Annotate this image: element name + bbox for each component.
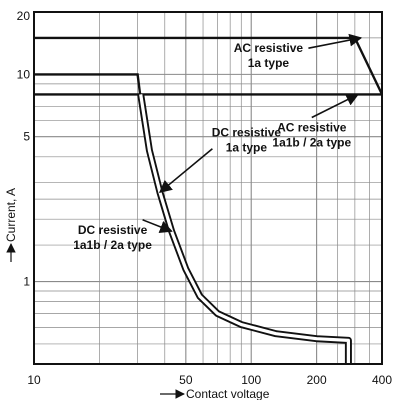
annotations: AC resistive 1a type AC resistive 1a1b / 2a…: [73, 33, 363, 252]
annotation-label-ac-1a1b: AC resistive 1a1b / 2a type: [272, 120, 351, 149]
annotation-label-dc-1a1b: DC resistive 1a1b / 2a type: [73, 223, 152, 252]
y-tick-label: 10: [17, 67, 31, 81]
y-tick-label: 20: [17, 9, 31, 23]
annotation-label-dc-1a: DC resistive 1a type: [212, 126, 282, 155]
annotation-label-ac-1a: AC resistive 1a type: [234, 41, 304, 70]
y-tick-label: 1: [23, 275, 30, 289]
axes: 10 50 100 200 400 1 5 10 20 Contact voltage Curren…: [4, 9, 392, 400]
y-axis-label: Current, A: [4, 188, 18, 242]
series-line-ac-1a: [34, 36, 384, 95]
annotation-arrow-dc-1a1b: [142, 219, 173, 233]
y-tick-label: 5: [23, 130, 30, 144]
x-tick-label: 10: [27, 373, 41, 387]
x-tick-label: 200: [307, 373, 327, 387]
plot-frame: [33, 11, 383, 365]
x-tick-label: 400: [372, 373, 392, 387]
series-line-dc-1a1b-inner: [139, 94, 350, 364]
annotation-arrow-dc-1a: [158, 148, 213, 193]
annotation-arrow-ac-1a1b: [311, 93, 360, 119]
grid: [34, 12, 382, 364]
annotation-arrow-ac-1a: [308, 33, 363, 49]
x-tick-label: 50: [179, 373, 193, 387]
x-tick-label: 100: [241, 373, 261, 387]
x-axis-label: Contact voltage: [186, 387, 270, 400]
series-layer: [34, 36, 384, 364]
